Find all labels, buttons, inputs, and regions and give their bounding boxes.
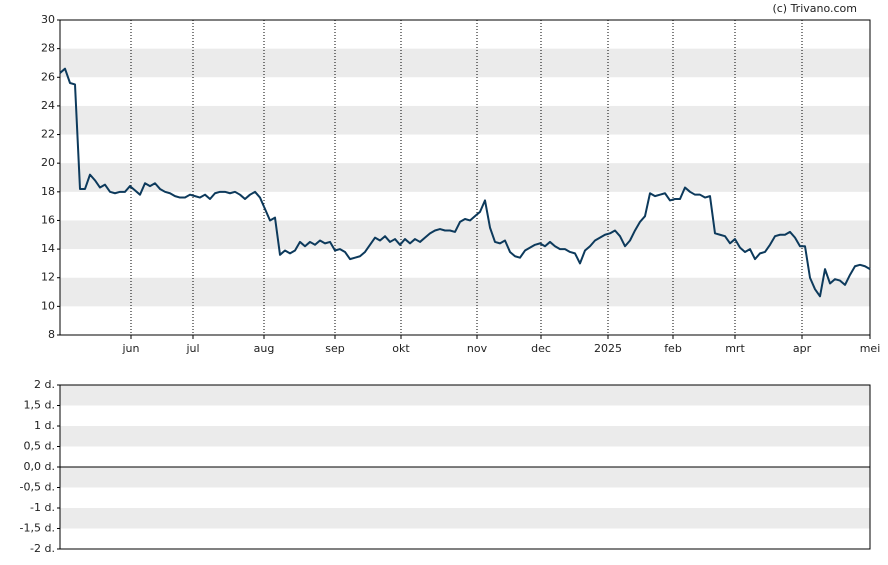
x-tick-label: dec — [531, 342, 551, 355]
band — [60, 220, 870, 250]
y-tick-label: -1,5 d. — [20, 522, 55, 535]
x-tick-label: nov — [467, 342, 488, 355]
y-tick-label: 1 d. — [34, 419, 55, 432]
band — [60, 163, 870, 192]
band — [60, 48, 870, 78]
y-tick-label: 8 — [48, 328, 55, 341]
band — [60, 105, 870, 135]
x-tick-label: sep — [325, 342, 344, 355]
x-tick-label: jun — [122, 342, 140, 355]
band — [60, 508, 870, 529]
x-tick-label: feb — [664, 342, 682, 355]
y-tick-label: 0,0 d. — [24, 460, 55, 473]
y-tick-label: 20 — [41, 156, 55, 169]
x-tick-label: mei — [860, 342, 881, 355]
y-tick-label: 10 — [41, 299, 55, 312]
y-tick-label: 28 — [41, 42, 55, 55]
y-tick-label: 2 d. — [34, 378, 55, 391]
y-tick-label: 0,5 d. — [24, 440, 55, 453]
y-tick-label: 30 — [41, 13, 55, 26]
x-tick-label: jul — [185, 342, 199, 355]
y-tick-label: 18 — [41, 185, 55, 198]
source-credit: (c) Trivano.com — [772, 2, 857, 15]
y-tick-label: 16 — [41, 213, 55, 226]
y-tick-label: -1 d. — [30, 501, 55, 514]
plot-frame — [59, 19, 871, 336]
x-tick-label: 2025 — [594, 342, 622, 355]
band — [60, 385, 870, 406]
y-tick-label: -2 d. — [30, 542, 55, 555]
y-tick-label: 26 — [41, 70, 55, 83]
band — [60, 467, 870, 488]
band — [60, 277, 870, 307]
y-tick-label: 22 — [41, 128, 55, 141]
x-tick-label: aug — [254, 342, 275, 355]
y-tick-label: 14 — [41, 242, 55, 255]
y-tick-label: 12 — [41, 271, 55, 284]
price-line — [59, 67, 871, 298]
y-tick-label: -0,5 d. — [20, 481, 55, 494]
plot-frame — [59, 384, 871, 550]
band — [60, 426, 870, 447]
y-tick-label: 24 — [41, 99, 55, 112]
y-tick-label: 1,5 d. — [24, 399, 55, 412]
x-tick-label: mrt — [725, 342, 745, 355]
x-tick-label: apr — [793, 342, 812, 355]
x-tick-label: okt — [392, 342, 410, 355]
